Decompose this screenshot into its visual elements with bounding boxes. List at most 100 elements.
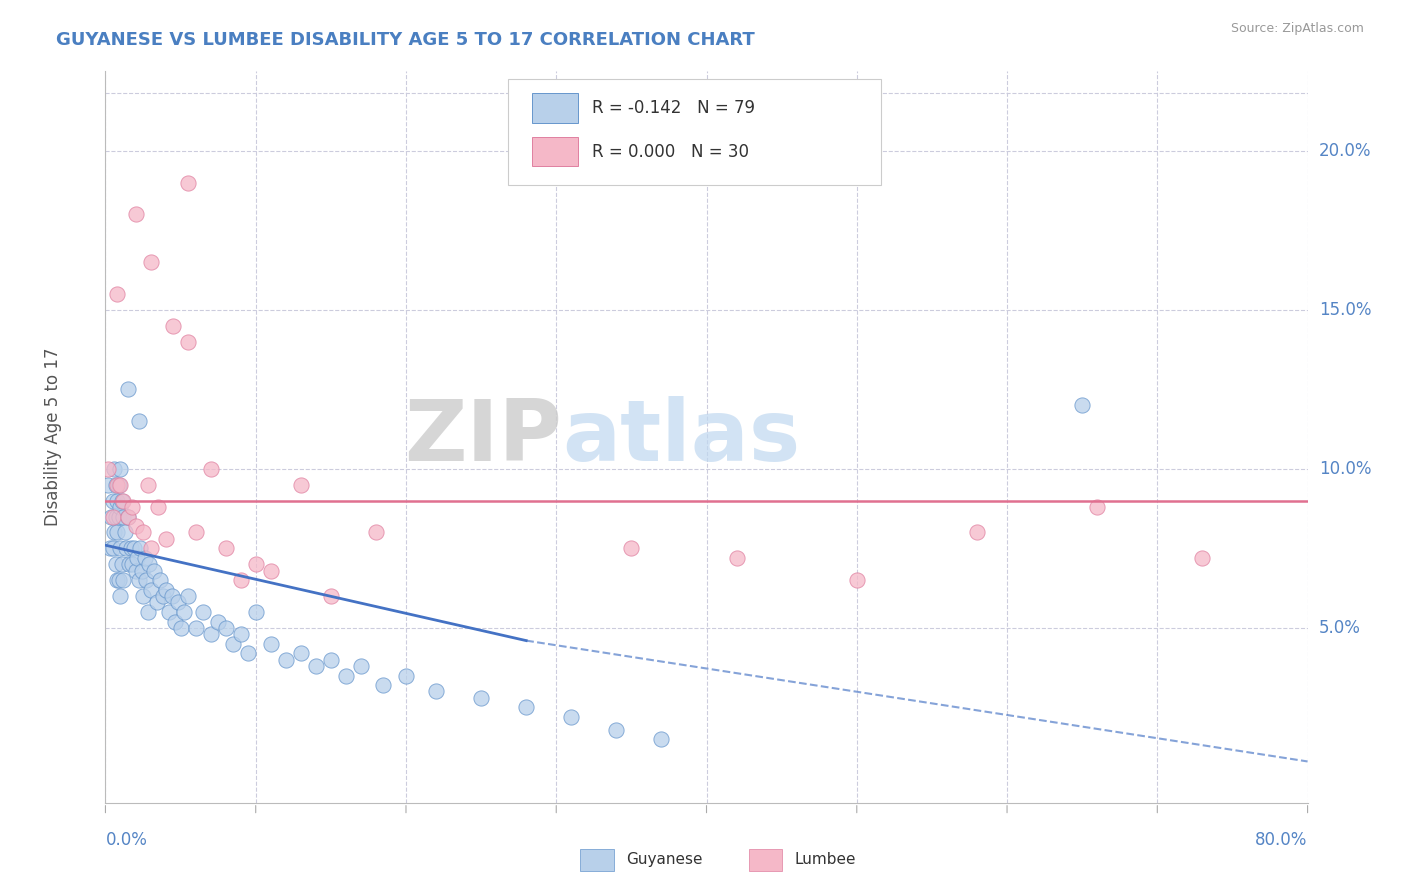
Point bbox=[207, 615, 229, 629]
Point bbox=[290, 477, 312, 491]
Point bbox=[122, 541, 145, 556]
Point bbox=[136, 477, 159, 491]
FancyBboxPatch shape bbox=[533, 94, 578, 122]
Point bbox=[124, 207, 146, 221]
Point bbox=[425, 684, 447, 698]
Point bbox=[184, 525, 207, 540]
Point bbox=[177, 589, 200, 603]
Point bbox=[132, 525, 155, 540]
Text: R = 0.000   N = 30: R = 0.000 N = 30 bbox=[592, 143, 749, 161]
Point bbox=[184, 621, 207, 635]
Point bbox=[169, 621, 191, 635]
Point bbox=[229, 573, 252, 587]
Point bbox=[117, 509, 139, 524]
Point bbox=[107, 573, 129, 587]
Text: Guyanese: Guyanese bbox=[626, 853, 703, 867]
Point bbox=[97, 477, 120, 491]
Point bbox=[162, 318, 184, 333]
Point bbox=[108, 477, 131, 491]
Point bbox=[117, 509, 139, 524]
Point bbox=[725, 550, 748, 565]
Point bbox=[650, 732, 672, 747]
Point bbox=[110, 500, 132, 514]
Point bbox=[136, 605, 159, 619]
Point bbox=[177, 334, 200, 349]
Point bbox=[142, 564, 165, 578]
Text: 10.0%: 10.0% bbox=[1319, 460, 1371, 478]
Point bbox=[100, 509, 122, 524]
Point bbox=[373, 678, 395, 692]
Point bbox=[139, 541, 162, 556]
Point bbox=[319, 589, 342, 603]
Point bbox=[515, 700, 537, 714]
Point bbox=[191, 605, 214, 619]
Point bbox=[118, 558, 141, 572]
Point bbox=[335, 668, 357, 682]
Point bbox=[110, 462, 132, 476]
Point bbox=[104, 509, 127, 524]
Point bbox=[131, 564, 153, 578]
FancyBboxPatch shape bbox=[748, 849, 782, 871]
Point bbox=[1085, 500, 1108, 514]
Point bbox=[120, 541, 142, 556]
Point bbox=[107, 493, 129, 508]
Point bbox=[222, 637, 245, 651]
Point bbox=[845, 573, 868, 587]
Point bbox=[605, 723, 627, 737]
Point bbox=[110, 589, 132, 603]
Point bbox=[111, 558, 134, 572]
Point bbox=[319, 653, 342, 667]
Point bbox=[238, 646, 260, 660]
Point bbox=[200, 462, 222, 476]
Point bbox=[104, 558, 127, 572]
Text: Lumbee: Lumbee bbox=[794, 853, 856, 867]
Point bbox=[101, 493, 124, 508]
Point bbox=[229, 627, 252, 641]
Point bbox=[350, 659, 373, 673]
Point bbox=[98, 541, 121, 556]
Point bbox=[200, 627, 222, 641]
Text: 0.0%: 0.0% bbox=[105, 830, 148, 848]
Text: GUYANESE VS LUMBEE DISABILITY AGE 5 TO 17 CORRELATION CHART: GUYANESE VS LUMBEE DISABILITY AGE 5 TO 1… bbox=[56, 31, 755, 49]
FancyBboxPatch shape bbox=[508, 78, 880, 185]
Point bbox=[124, 519, 146, 533]
Point bbox=[177, 176, 200, 190]
Point bbox=[157, 605, 180, 619]
Point bbox=[117, 383, 139, 397]
Point bbox=[214, 621, 236, 635]
Point bbox=[103, 525, 125, 540]
Point bbox=[111, 493, 134, 508]
Point bbox=[112, 493, 135, 508]
Point bbox=[245, 558, 267, 572]
Point bbox=[145, 595, 167, 609]
Text: Source: ZipAtlas.com: Source: ZipAtlas.com bbox=[1230, 22, 1364, 36]
Point bbox=[128, 573, 150, 587]
Point bbox=[214, 541, 236, 556]
Point bbox=[166, 595, 188, 609]
Point bbox=[125, 550, 148, 565]
Point bbox=[260, 637, 283, 651]
Point bbox=[163, 615, 186, 629]
Point bbox=[560, 710, 582, 724]
Point bbox=[146, 500, 169, 514]
Point bbox=[173, 605, 195, 619]
Point bbox=[107, 287, 129, 301]
Point bbox=[305, 659, 328, 673]
Point bbox=[101, 541, 124, 556]
Text: R = -0.142   N = 79: R = -0.142 N = 79 bbox=[592, 99, 755, 117]
Point bbox=[107, 477, 129, 491]
Point bbox=[121, 558, 143, 572]
Point bbox=[1071, 398, 1094, 412]
Point bbox=[155, 532, 177, 546]
FancyBboxPatch shape bbox=[533, 137, 578, 167]
Point bbox=[110, 477, 132, 491]
Point bbox=[148, 573, 170, 587]
Point bbox=[107, 525, 129, 540]
Point bbox=[290, 646, 312, 660]
Point bbox=[138, 558, 160, 572]
Point bbox=[108, 509, 131, 524]
Point bbox=[620, 541, 643, 556]
Text: ZIP: ZIP bbox=[405, 395, 562, 479]
Point bbox=[364, 525, 387, 540]
FancyBboxPatch shape bbox=[581, 849, 614, 871]
